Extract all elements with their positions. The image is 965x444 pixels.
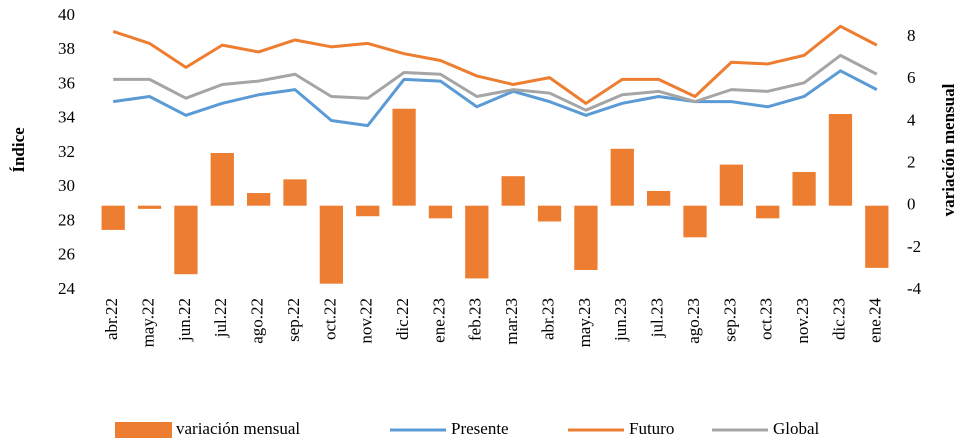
- x-tick-label: dic.22: [393, 298, 412, 340]
- bar: [865, 205, 889, 268]
- legend-label: Futuro: [629, 419, 674, 438]
- bar: [465, 205, 489, 279]
- y-tick-label: 26: [58, 245, 75, 264]
- y2-tick-label: 0: [907, 195, 916, 214]
- x-tick-label: abr.23: [538, 298, 557, 340]
- x-tick-label: ene.23: [429, 298, 448, 343]
- y2-tick-label: 4: [907, 110, 916, 129]
- x-tick-label: feb.23: [466, 298, 485, 341]
- x-tick-label: sep.23: [720, 298, 739, 342]
- x-tick-label: ago.23: [684, 298, 703, 344]
- bar: [247, 193, 271, 206]
- bar: [392, 108, 416, 206]
- bar: [428, 205, 453, 219]
- bar: [647, 190, 671, 206]
- x-tick-label: abr.22: [102, 298, 121, 340]
- x-tick-label: may.22: [138, 298, 157, 347]
- x-tick-label: may.23: [575, 298, 594, 347]
- bar: [101, 205, 125, 230]
- y-tick-label: 34: [58, 108, 76, 127]
- y-tick-label: 24: [58, 279, 76, 298]
- y-tick-label: 32: [58, 142, 75, 161]
- bar: [537, 205, 562, 222]
- bar: [792, 171, 816, 206]
- line-series: [112, 24, 878, 105]
- y2-tick-label: -4: [907, 279, 922, 298]
- bar: [356, 205, 380, 217]
- y2-tick-label: 2: [907, 152, 916, 171]
- bar: [828, 114, 853, 206]
- bar: [319, 205, 343, 284]
- y2-tick-label: 6: [907, 68, 916, 87]
- legend-label: Presente: [451, 419, 509, 438]
- bar: [283, 179, 307, 206]
- y-tick-label: 36: [58, 73, 75, 92]
- x-tick-label: mar.23: [502, 298, 521, 345]
- x-tick-label: jul.23: [648, 298, 667, 338]
- x-tick-label: jun.23: [611, 298, 630, 342]
- bar: [174, 205, 198, 275]
- bar: [756, 205, 780, 219]
- bar: [574, 205, 598, 270]
- y-tick-label: 38: [58, 39, 75, 58]
- y-tick-label: 28: [58, 210, 75, 229]
- x-tick-label: jun.22: [175, 298, 194, 342]
- x-tick-label: jul.22: [211, 298, 230, 338]
- x-tick-label: dic.23: [829, 298, 848, 340]
- x-tick-label: ago.22: [248, 298, 267, 344]
- line-series: [113, 53, 878, 112]
- x-tick-label: oct.22: [320, 298, 339, 340]
- y-axis-title: Índice: [9, 127, 28, 173]
- x-tick-label: ene.24: [866, 298, 885, 343]
- x-tick-label: nov.22: [357, 298, 376, 344]
- y2-tick-label: -2: [907, 237, 921, 256]
- x-tick-label: sep.22: [284, 298, 303, 342]
- line-series: [112, 69, 878, 128]
- bar: [719, 164, 743, 206]
- bar: [501, 176, 525, 206]
- x-tick-label: oct.23: [757, 298, 776, 340]
- legend-label: Global: [773, 419, 820, 438]
- legend-label: variación mensual: [176, 419, 300, 438]
- y-tick-label: 30: [58, 176, 75, 195]
- y2-tick-label: 8: [907, 26, 916, 45]
- y2-axis-title: variación mensual: [939, 83, 958, 216]
- bar: [137, 205, 162, 209]
- legend-swatch: [115, 422, 172, 438]
- bar: [683, 205, 707, 238]
- y-tick-label: 40: [58, 5, 75, 24]
- bar: [210, 153, 234, 206]
- x-tick-label: nov.23: [793, 298, 812, 344]
- bar: [610, 148, 634, 206]
